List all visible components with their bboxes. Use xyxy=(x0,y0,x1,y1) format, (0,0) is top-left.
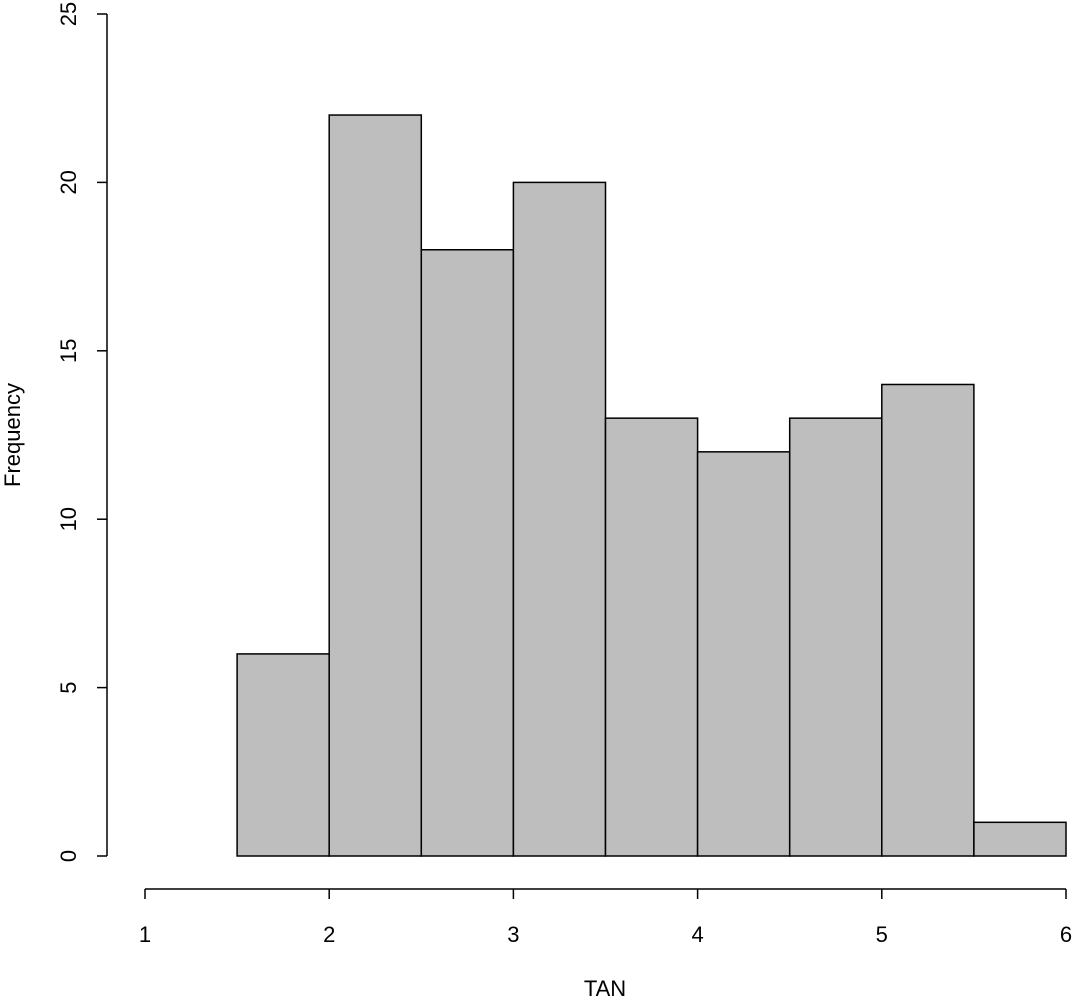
y-tick-label: 5 xyxy=(56,681,81,693)
bar xyxy=(604,417,699,857)
bar xyxy=(420,249,515,857)
x-tick-label: 6 xyxy=(1060,922,1072,947)
bar xyxy=(788,417,883,857)
bar xyxy=(328,114,423,857)
bar xyxy=(881,383,975,857)
bar xyxy=(696,451,791,857)
bar xyxy=(236,653,330,857)
x-tick-label: 3 xyxy=(507,922,519,947)
y-tick-label: 10 xyxy=(56,507,81,531)
bar xyxy=(973,821,1067,857)
y-tick-label: 25 xyxy=(56,2,81,26)
y-axis-label: Frequency xyxy=(0,383,25,487)
x-tick-label: 1 xyxy=(139,922,151,947)
y-tick-label: 0 xyxy=(56,850,81,862)
x-tick-label: 4 xyxy=(691,922,703,947)
x-axis-label: TAN xyxy=(584,976,626,1000)
bar xyxy=(512,181,607,857)
y-tick-label: 20 xyxy=(56,170,81,194)
y-tick-label: 15 xyxy=(56,339,81,363)
x-tick-label: 2 xyxy=(323,922,335,947)
x-tick-label: 5 xyxy=(876,922,888,947)
